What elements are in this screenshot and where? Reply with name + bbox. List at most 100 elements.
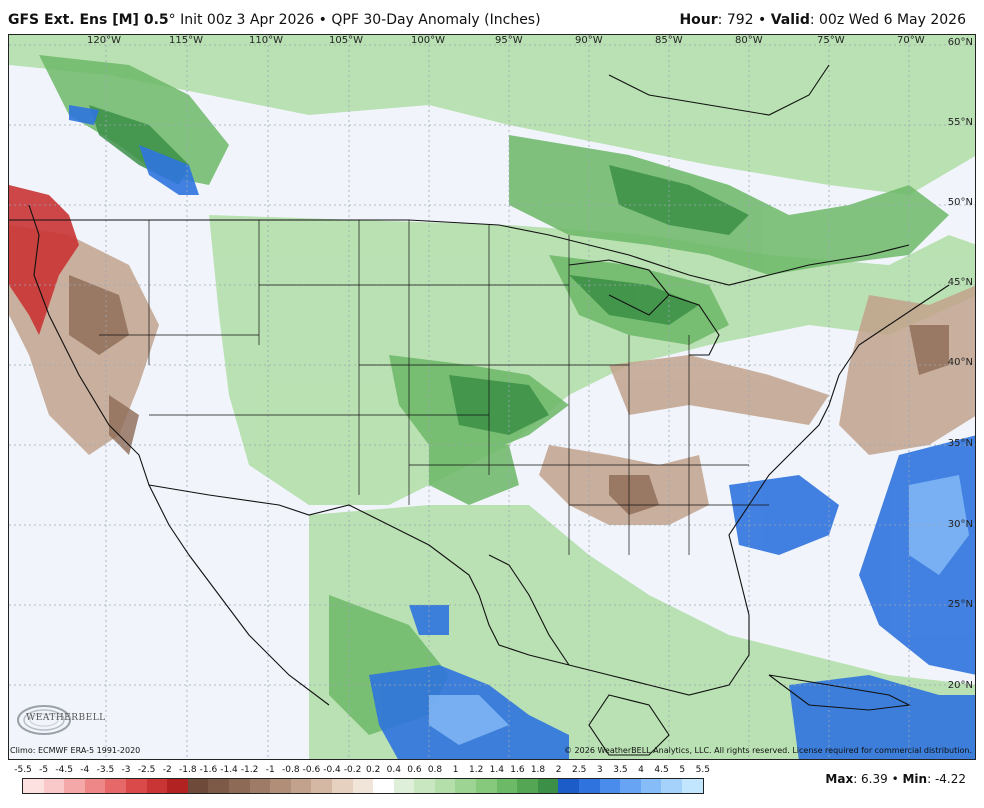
legend-color-cell xyxy=(579,779,600,793)
legend-tick-label: -1.6 xyxy=(199,765,218,775)
legend-tick-label: 3 xyxy=(596,765,603,775)
hour-value: : 792 xyxy=(717,12,754,28)
legend-tick-label: 1 xyxy=(452,765,459,775)
latitude-label: 25°N xyxy=(947,599,973,610)
legend-tick-label: -5.5 xyxy=(14,765,32,775)
legend-color-cell xyxy=(455,779,477,793)
legend-color-cell xyxy=(476,779,497,793)
max-label: Max xyxy=(825,772,854,786)
max-min-separator: • xyxy=(887,772,903,786)
legend-color-cell xyxy=(167,779,188,793)
legend-color-cell xyxy=(187,779,209,793)
latitude-label: 30°N xyxy=(947,519,973,530)
legend-color-cell xyxy=(208,779,229,793)
legend-tick-label: 2 xyxy=(555,765,562,775)
legend-color-cell xyxy=(331,779,353,793)
legend-tick-label: 5 xyxy=(679,765,686,775)
logo-text: WEATHERBELL xyxy=(26,713,106,723)
legend-color-cell xyxy=(496,779,518,793)
legend-tick-label: -0.6 xyxy=(302,765,321,775)
legend-color-cell xyxy=(43,779,65,793)
legend-color-cell xyxy=(84,779,106,793)
min-label: Min xyxy=(902,772,928,786)
legend-color-cell xyxy=(23,779,44,793)
legend-tick-label: -0.8 xyxy=(282,765,300,775)
legend-color-cell xyxy=(599,779,621,793)
legend-color-cell xyxy=(311,779,332,793)
latitude-label: 45°N xyxy=(947,277,973,288)
legend-color-cell xyxy=(352,779,374,793)
latitude-label: 20°N xyxy=(947,680,973,691)
legend-tick-label: 4.5 xyxy=(654,765,669,775)
legend-color-cell xyxy=(146,779,168,793)
legend-tick-label: -2.5 xyxy=(137,765,156,775)
valid-label: Valid xyxy=(770,12,810,28)
legend-tick-label: -1.8 xyxy=(179,765,197,775)
legend-tick-label: -4.5 xyxy=(55,765,73,775)
legend-color-cell xyxy=(105,779,126,793)
legend-color-cell xyxy=(249,779,271,793)
weatherbell-logo-icon xyxy=(17,705,71,735)
legend-tick-label: -5 xyxy=(39,765,49,775)
map-canvas xyxy=(9,35,975,759)
very-dry-anomaly-coast xyxy=(9,185,79,335)
legend-tick-label: -1.2 xyxy=(240,765,259,775)
title-separator: • xyxy=(314,12,332,28)
legend-color-cell xyxy=(661,779,682,793)
legend-color-cell xyxy=(414,779,435,793)
legend-color-cell xyxy=(537,779,559,793)
legend-tick-label: 1.2 xyxy=(469,765,484,775)
legend-tick-label: 1.4 xyxy=(489,765,504,775)
hour-label: Hour xyxy=(679,12,718,28)
latitude-label: 55°N xyxy=(947,117,973,128)
valid-time-info: Hour: 792 • Valid: 00z Wed 6 May 2026 xyxy=(679,12,966,28)
legend-color-cell xyxy=(558,779,580,793)
legend-tick-label: -0.4 xyxy=(323,765,341,775)
legend-color-cell xyxy=(682,779,703,793)
min-value: : -4.22 xyxy=(927,772,966,786)
legend-color-cell xyxy=(270,779,291,793)
legend-tick-label: 0.4 xyxy=(386,765,401,775)
legend-color-cell xyxy=(517,779,538,793)
legend-color-cell xyxy=(290,779,312,793)
climatology-note: Climo: ECMWF ERA-5 1991-2020 xyxy=(10,746,141,755)
precipitation-anomaly-map: 120°W 115°W 110°W 105°W 100°W 95°W 90°W … xyxy=(8,34,976,760)
product-name: QPF 30-Day Anomaly (Inches) xyxy=(331,12,541,28)
latitude-label: 60°N xyxy=(947,37,973,48)
legend-color-cell xyxy=(125,779,147,793)
max-value: : 6.39 xyxy=(853,772,888,786)
latitude-label: 50°N xyxy=(947,197,973,208)
legend-tick-label: 1.6 xyxy=(510,765,525,775)
legend-tick-label: -3 xyxy=(121,765,131,775)
longitude-label: 75°W xyxy=(817,35,845,46)
valid-separator: • xyxy=(753,12,771,28)
longitude-label: 85°W xyxy=(655,35,683,46)
legend-color-cell xyxy=(620,779,641,793)
header: GFS Ext. Ens [M] 0.5° Init 00z 3 Apr 202… xyxy=(0,0,984,34)
legend-color-cell xyxy=(228,779,250,793)
model-name: GFS Ext. Ens [M] 0.5 xyxy=(8,12,169,28)
legend-tick-label: 4 xyxy=(638,765,644,775)
longitude-label: 95°W xyxy=(495,35,523,46)
legend-colorbar xyxy=(22,778,704,794)
legend-tick-label: 3.5 xyxy=(613,765,628,775)
state-borders xyxy=(99,220,769,555)
legend-color-cell xyxy=(434,779,456,793)
legend-color-cell xyxy=(640,779,662,793)
legend-color-cell xyxy=(373,779,394,793)
longitude-label: 120°W xyxy=(87,35,121,46)
longitude-label: 70°W xyxy=(897,35,925,46)
latitude-label: 35°N xyxy=(947,438,973,449)
political-borders xyxy=(9,64,950,756)
legend-tick-label: -1 xyxy=(265,765,275,775)
legend-tick-label: 0.2 xyxy=(366,765,381,775)
longitude-label: 90°W xyxy=(575,35,603,46)
longitude-label: 80°W xyxy=(735,35,763,46)
legend-tick-label: -4 xyxy=(80,765,90,775)
max-min-readout: Max: 6.39 • Min: -4.22 xyxy=(825,772,966,786)
legend-tick-label: 0.8 xyxy=(427,765,443,775)
init-time: Init 00z 3 Apr 2026 xyxy=(175,12,315,28)
map-title: GFS Ext. Ens [M] 0.5° Init 00z 3 Apr 202… xyxy=(8,12,541,28)
latitude-label: 40°N xyxy=(947,357,973,368)
longitude-label: 115°W xyxy=(169,35,203,46)
